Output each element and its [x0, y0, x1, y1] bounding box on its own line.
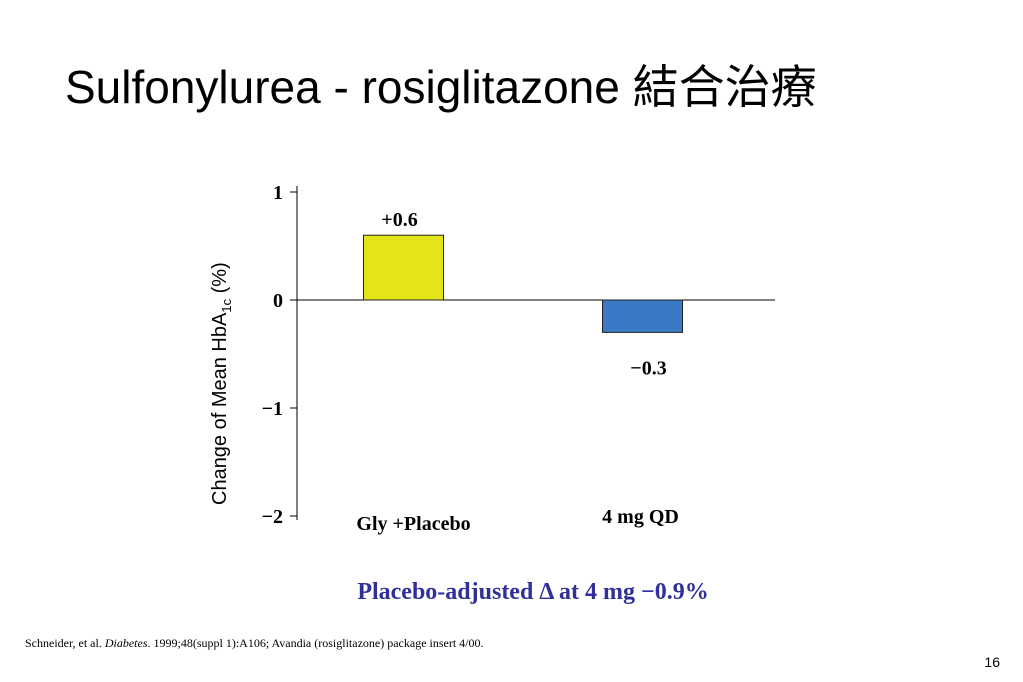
y-label-suffix: (%)	[209, 262, 231, 299]
bar	[602, 299, 683, 333]
y-axis-label: Change of Mean HbA1c (%)	[209, 262, 234, 505]
data-label: +0.6	[381, 209, 417, 231]
y-tick-label: 1	[273, 182, 283, 204]
citation-authors: Schneider, et al.	[25, 636, 105, 650]
annotation: Placebo-adjusted Δ at 4 mg −0.9%	[357, 579, 708, 605]
data-label: −0.3	[630, 357, 666, 379]
bar	[363, 234, 444, 301]
x-tick-label: 4 mg QD	[602, 506, 679, 528]
x-tick-label: Gly +Placebo	[356, 513, 470, 535]
y-tick-label: −2	[262, 506, 283, 528]
y-tick-label: 0	[273, 290, 283, 312]
citation: Schneider, et al. Diabetes. 1999;48(supp…	[25, 636, 484, 650]
y-label-subscript: 1c	[219, 298, 234, 312]
citation-journal: Diabetes	[104, 636, 148, 650]
citation-details: . 1999;48(suppl 1):A106; Avandia (rosigl…	[147, 636, 483, 650]
slide-title: Sulfonylurea - rosiglitazone 結合治療	[65, 61, 817, 113]
page-number: 16	[984, 654, 1000, 670]
y-tick-label: −1	[262, 398, 283, 420]
y-label-text: Change of Mean HbA	[209, 312, 231, 505]
